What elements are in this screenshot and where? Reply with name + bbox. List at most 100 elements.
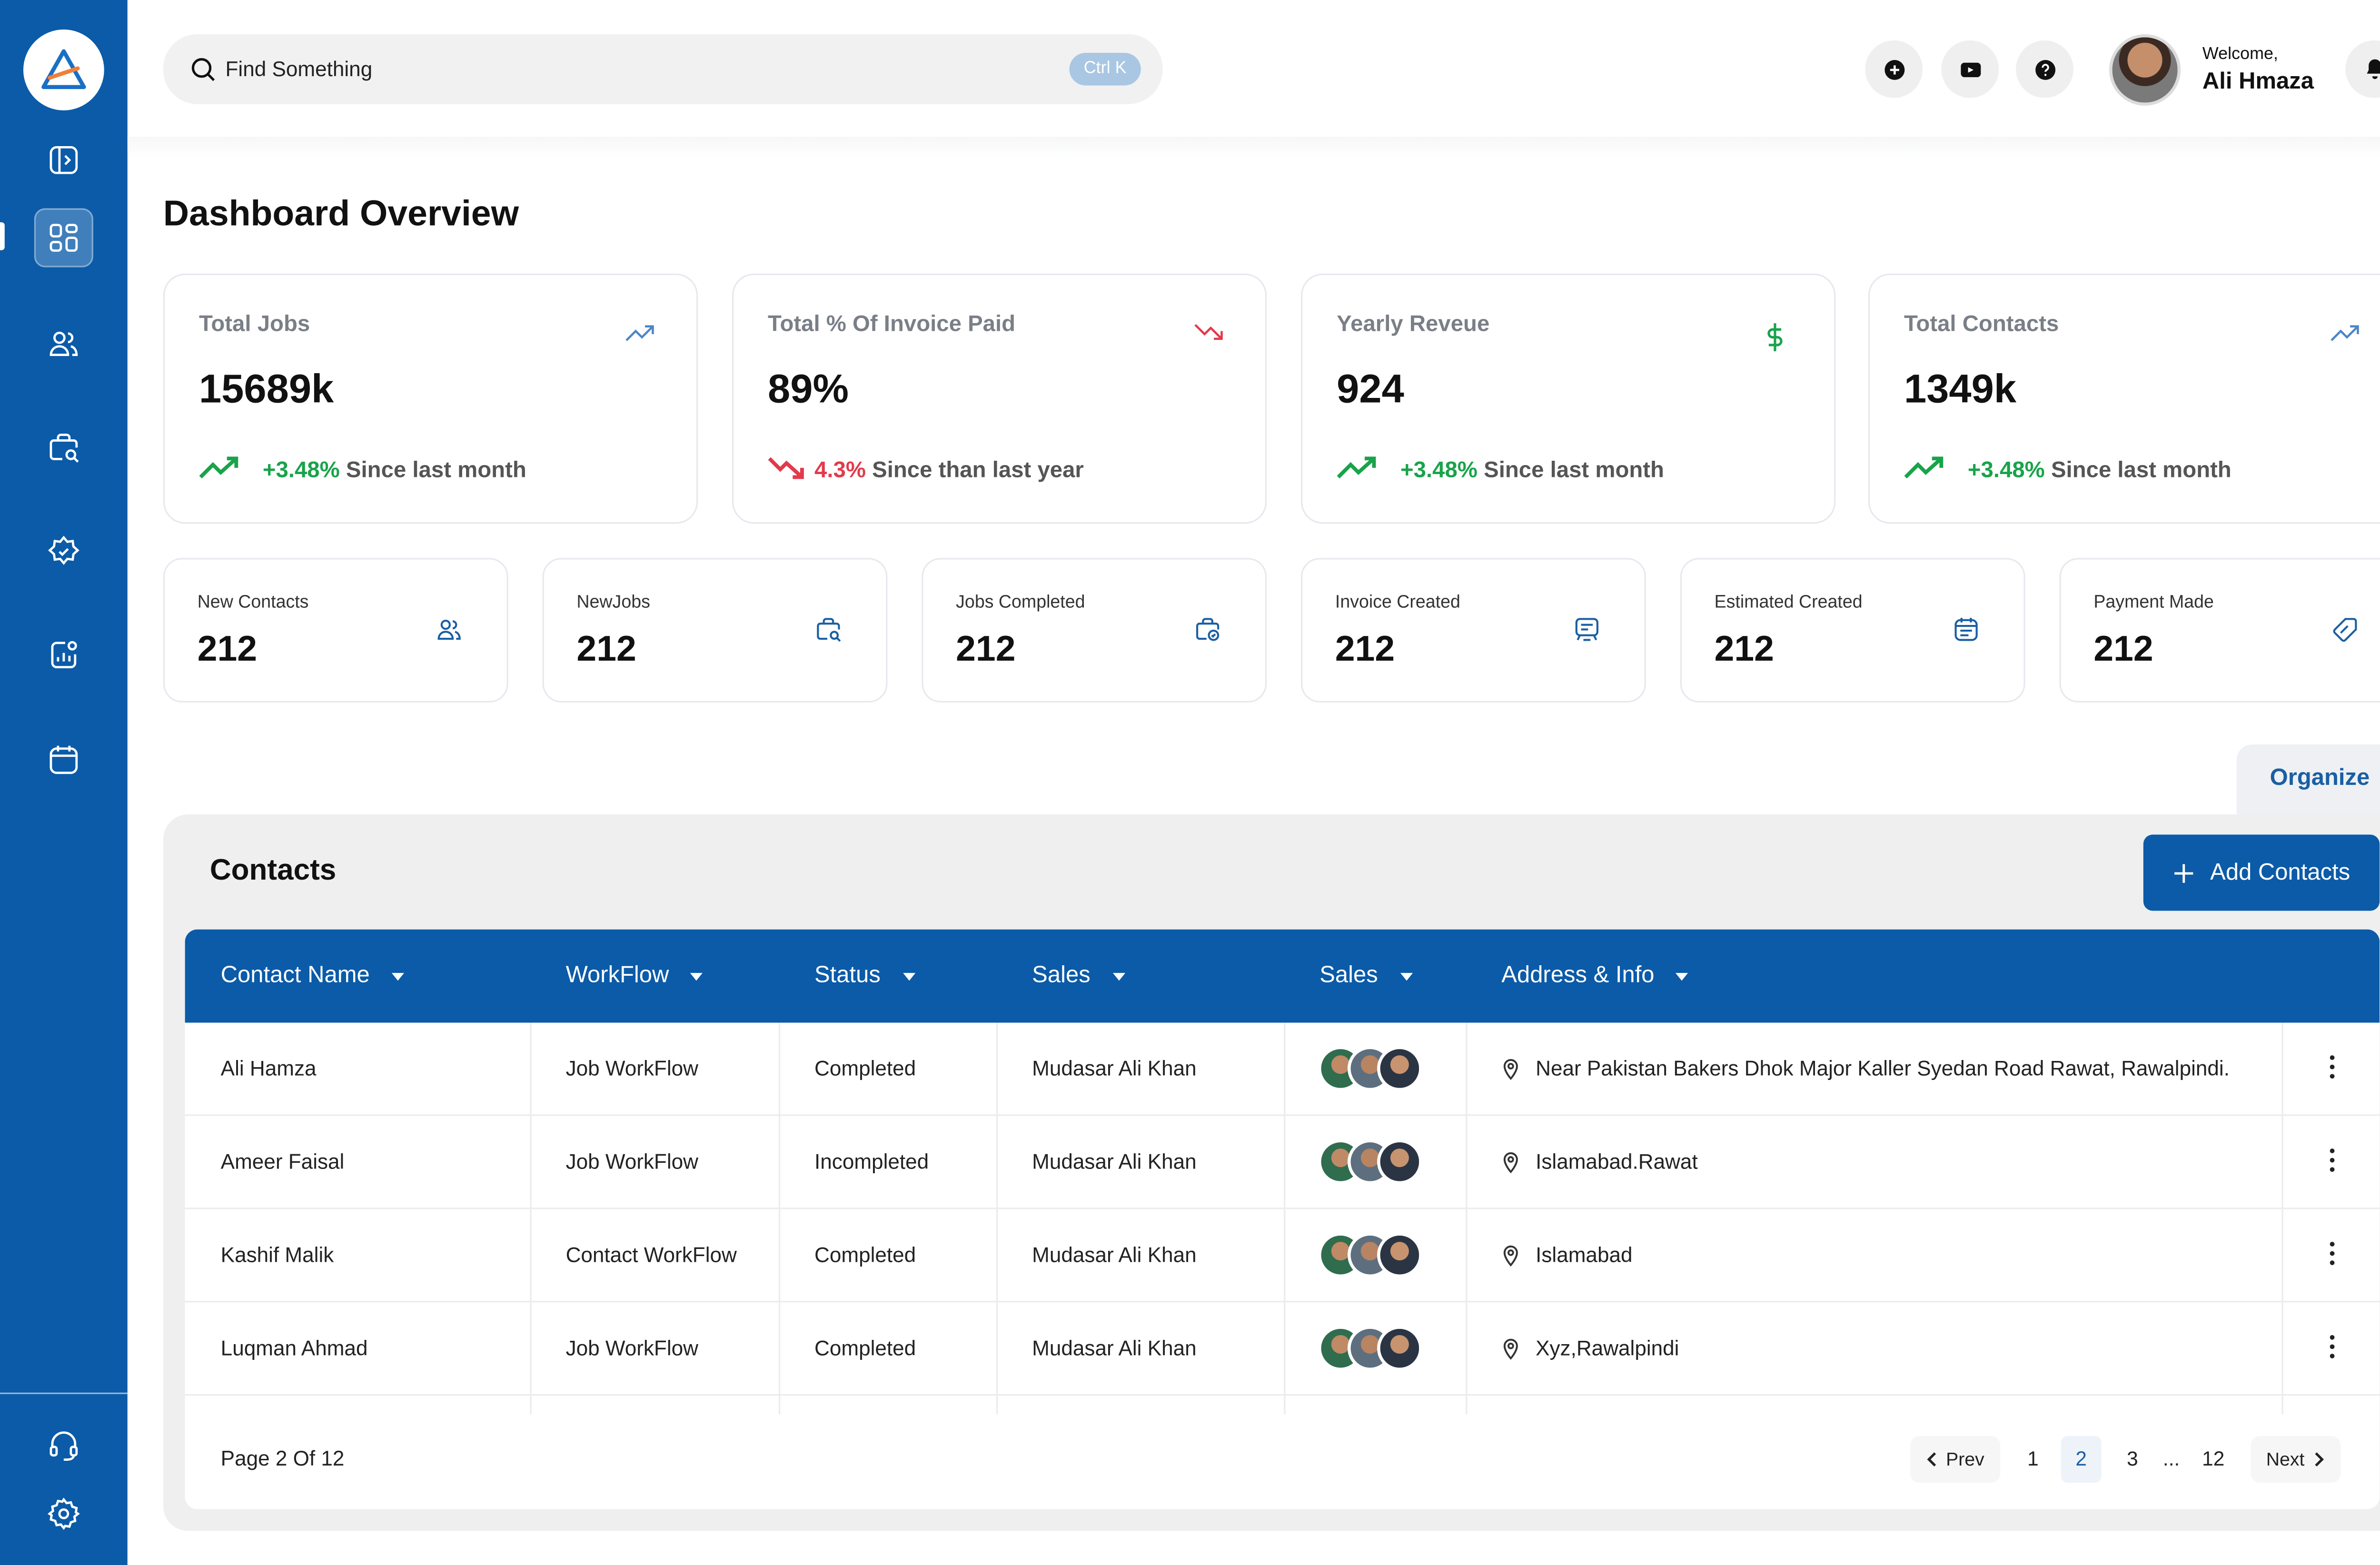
page-3-button[interactable]: 3 — [2127, 1446, 2138, 1470]
mini-card-jobs-completed: Jobs Completed 212 — [922, 558, 1267, 703]
page-12-button[interactable]: 12 — [2202, 1446, 2225, 1470]
sidebar-item-settings[interactable] — [34, 1484, 93, 1543]
cell-sales: Mudasar Ali Khan — [1032, 1243, 1197, 1267]
cell-contact-name: Kashif Malik — [220, 1243, 334, 1267]
cell-contact-name: Ali Hamza — [220, 1057, 317, 1080]
sidebar-item-contacts[interactable] — [34, 314, 93, 373]
contacts-table: Contact Name WorkFlow Status Sales Sales… — [185, 929, 2380, 1509]
stat-label: Total % Of Invoice Paid — [768, 312, 1016, 337]
user-avatar[interactable] — [2109, 34, 2181, 106]
cell-workflow: Job WorkFlow — [565, 1057, 699, 1080]
table-row[interactable]: Kashif Malik Contact WorkFlow Completed … — [185, 1209, 2380, 1303]
dashboard-grid-icon — [50, 224, 78, 252]
row-menu-icon[interactable] — [2330, 1055, 2336, 1083]
mini-card-estimated-created: Estimated Created 212 — [1680, 558, 2025, 703]
stat-label: Total Contacts — [1904, 312, 2059, 337]
mini-label: NewJobs — [576, 594, 650, 613]
mini-label: New Contacts — [197, 594, 309, 613]
sort-caret-icon — [1399, 972, 1412, 980]
column-divider — [778, 1022, 781, 1415]
welcome-text: Welcome, — [2202, 45, 2278, 64]
avatar — [1377, 1326, 1422, 1371]
sort-caret-icon — [902, 972, 915, 980]
contacts-title: Contacts — [209, 854, 337, 888]
sort-caret-icon — [1676, 972, 1689, 980]
cell-status: Completed — [814, 1243, 916, 1267]
bell-icon — [2366, 59, 2380, 79]
mini-card-new-jobs: NewJobs 212 — [542, 558, 888, 703]
stat-value: 1349k — [1904, 365, 2017, 412]
avatar-group[interactable] — [1318, 1232, 1427, 1279]
cell-status: Completed — [814, 1337, 916, 1360]
app-logo[interactable] — [23, 30, 104, 110]
column-header-contact-name[interactable]: Contact Name — [221, 930, 404, 1023]
logo-icon — [41, 49, 86, 89]
mini-label: Jobs Completed — [956, 594, 1085, 613]
column-header-address[interactable]: Address & Info — [1501, 930, 1689, 1023]
avatar-group[interactable] — [1318, 1046, 1427, 1093]
avatar-group[interactable] — [1318, 1139, 1427, 1186]
chevron-left-icon — [1927, 1452, 1936, 1467]
notifications-button[interactable] — [2345, 40, 2380, 98]
page-info: Page 2 Of 12 — [220, 1446, 345, 1470]
cell-address: Near Pakistan Bakers Dhok Major Kaller S… — [1536, 1057, 2230, 1080]
active-indicator — [0, 222, 5, 250]
location-pin-icon — [1503, 1059, 1518, 1080]
column-header-sales[interactable]: Sales — [1032, 930, 1125, 1023]
help-button[interactable] — [2016, 40, 2073, 98]
sort-caret-icon — [391, 972, 404, 980]
tab-organize[interactable]: Organize — [2236, 744, 2380, 822]
add-button[interactable] — [1865, 40, 1923, 98]
row-menu-icon[interactable] — [2330, 1335, 2336, 1363]
stat-label: Yearly Reveue — [1337, 312, 1490, 337]
stat-footer: 4.3% Since than last year — [814, 458, 1084, 484]
row-menu-icon[interactable] — [2330, 1149, 2336, 1177]
page-1-button[interactable]: 1 — [2027, 1446, 2039, 1470]
sidebar-item-badges[interactable] — [34, 522, 93, 581]
stat-value: 924 — [1337, 365, 1404, 412]
briefcase-search-icon — [817, 618, 841, 642]
next-page-button[interactable]: Next — [2251, 1436, 2340, 1483]
column-header-workflow[interactable]: WorkFlow — [566, 930, 704, 1023]
sidebar-item-calendar[interactable] — [34, 731, 93, 790]
column-divider — [1466, 1022, 1468, 1415]
mini-value: 212 — [956, 628, 1016, 669]
sort-caret-icon — [691, 972, 704, 980]
help-circle-icon — [2034, 59, 2055, 79]
column-header-sales-team[interactable]: Sales — [1319, 930, 1412, 1023]
cell-workflow: Job WorkFlow — [565, 1337, 699, 1360]
mini-card-invoice-created: Invoice Created 212 — [1301, 558, 1646, 703]
trend-up-icon — [625, 325, 654, 341]
dollar-icon — [1767, 323, 1783, 351]
gear-icon — [47, 1497, 80, 1530]
stat-label: Total Jobs — [198, 312, 310, 337]
sidebar-item-reports[interactable] — [34, 625, 93, 684]
users-icon — [50, 331, 78, 356]
add-contacts-button[interactable]: Add Contacts — [2143, 834, 2380, 911]
prev-page-button[interactable]: Prev — [1910, 1436, 2000, 1483]
table-row[interactable]: Luqman Ahmad Job WorkFlow Completed Muda… — [185, 1302, 2380, 1396]
mini-value: 212 — [576, 628, 636, 669]
sidebar-item-jobs[interactable] — [34, 418, 93, 477]
search-shortcut-badge: Ctrl K — [1069, 53, 1141, 86]
search-input[interactable] — [225, 34, 1034, 104]
table-row[interactable]: Ameer Faisal Job WorkFlow Incompleted Mu… — [185, 1116, 2380, 1209]
column-divider — [1284, 1022, 1286, 1415]
sidebar-item-dashboard[interactable] — [34, 208, 93, 267]
trend-up-icon — [1904, 456, 1944, 479]
avatar-group[interactable] — [1318, 1326, 1427, 1372]
sidebar-item-support[interactable] — [34, 1416, 93, 1475]
table-row[interactable]: Ali Hamza Job WorkFlow Completed Mudasar… — [185, 1023, 2380, 1116]
sidebar-item-collapse[interactable] — [34, 130, 93, 189]
media-button[interactable] — [1941, 40, 1999, 98]
cell-status: Incompleted — [814, 1150, 929, 1174]
column-header-status[interactable]: Status — [814, 930, 915, 1023]
row-menu-icon[interactable] — [2330, 1241, 2336, 1270]
invoice-icon — [1575, 618, 1598, 641]
mini-label: Invoice Created — [1335, 594, 1460, 613]
page-2-button[interactable]: 2 — [2061, 1436, 2102, 1483]
cell-status: Completed — [814, 1057, 916, 1080]
mini-value: 212 — [1714, 628, 1774, 669]
cell-address: Islamabad — [1536, 1243, 1633, 1267]
location-pin-icon — [1503, 1245, 1518, 1267]
